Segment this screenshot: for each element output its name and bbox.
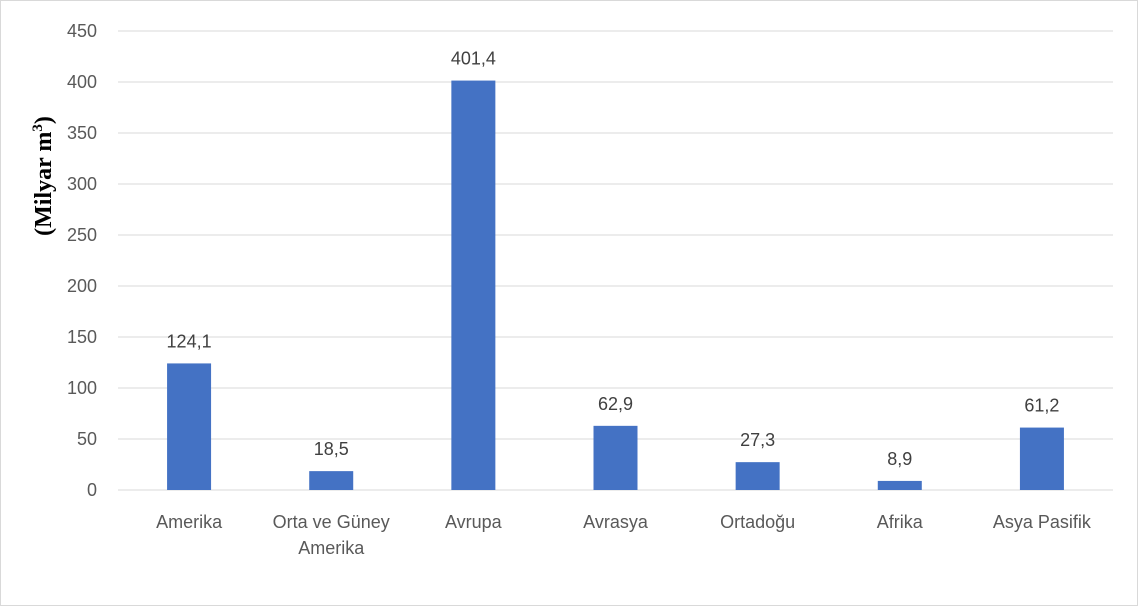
y-tick-label: 350: [67, 123, 97, 143]
y-tick-label: 400: [67, 72, 97, 92]
bar: [593, 425, 638, 490]
y-axis-title: (Milyar m3): [30, 116, 57, 236]
gridlines: [118, 30, 1113, 491]
y-axis-title-text: (Milyar m: [31, 132, 57, 236]
y-tick-label: 50: [77, 429, 97, 449]
bar: [1019, 427, 1064, 490]
x-category-label: Amerika: [156, 512, 223, 532]
x-category-label: Ortadoğu: [720, 512, 795, 532]
bar: [877, 480, 922, 490]
y-axis-title-close: ): [31, 116, 57, 124]
y-tick-label: 0: [87, 480, 97, 500]
x-category-label: Afrika: [877, 512, 924, 532]
x-category-label: Avrupa: [445, 512, 503, 532]
y-tick-label: 250: [67, 225, 97, 245]
y-tick-label: 200: [67, 276, 97, 296]
x-category-label: Asya Pasifik: [993, 512, 1092, 532]
x-axis-categories: Amerika Orta ve Güney Amerika Avrupa Avrasya…: [156, 512, 1092, 558]
y-axis-ticks: 0 50 100 150 200 250 300 350 400 450: [67, 21, 97, 500]
y-tick-label: 150: [67, 327, 97, 347]
y-tick-label: 100: [67, 378, 97, 398]
x-category-label: Orta ve Güney Amerika: [273, 512, 390, 558]
bar: [309, 471, 354, 490]
data-label: 401,4: [451, 49, 496, 69]
data-labels: 124,1 18,5 401,4 62,9 27,3 8,9 61,2: [167, 49, 1060, 469]
data-label: 61,2: [1024, 396, 1059, 416]
data-label: 18,5: [314, 439, 349, 459]
data-label: 124,1: [167, 331, 212, 351]
bar: [167, 363, 212, 490]
bar: [735, 462, 780, 490]
y-tick-label: 450: [67, 21, 97, 41]
y-axis-title-superscript: 3: [30, 124, 46, 132]
data-label: 27,3: [740, 430, 775, 450]
y-tick-label: 300: [67, 174, 97, 194]
x-category-label: Avrasya: [583, 512, 649, 532]
data-label: 8,9: [887, 449, 912, 469]
bars: [167, 80, 1064, 491]
data-label: 62,9: [598, 394, 633, 414]
bar: [451, 80, 496, 491]
